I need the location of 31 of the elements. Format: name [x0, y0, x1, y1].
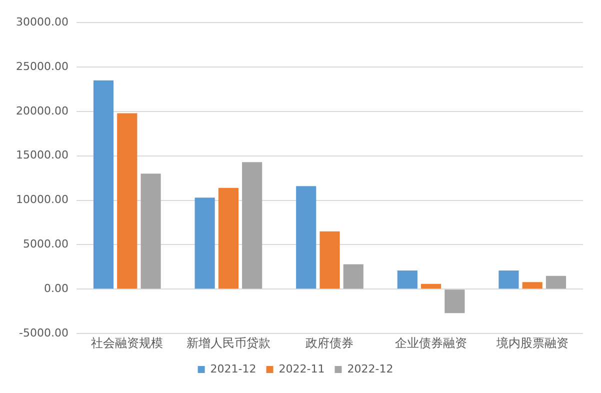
- bar: [194, 198, 215, 289]
- y-tick-label: 5000.00: [22, 238, 68, 251]
- legend-label: 2021-12: [210, 362, 256, 376]
- y-tick-label: -5000.00: [19, 326, 68, 340]
- x-tick-label: 社会融资规模: [91, 336, 164, 350]
- bar: [546, 276, 566, 289]
- x-tick-label: 企业债券融资: [395, 336, 468, 350]
- bar: [93, 80, 114, 289]
- y-tick-label: 25000.00: [16, 60, 68, 73]
- bar: [320, 231, 340, 289]
- x-tick-label: 政府债券: [306, 336, 354, 350]
- x-tick-label: 新增人民币贷款: [186, 336, 270, 350]
- bar: [343, 264, 364, 289]
- legend-label: 2022-12: [347, 362, 394, 376]
- bar: [498, 270, 519, 289]
- y-tick-label: 20000.00: [16, 104, 68, 118]
- y-tick-label: 15000.00: [16, 148, 68, 162]
- bar: [117, 113, 138, 289]
- legend-label: 2022-11: [278, 362, 325, 376]
- bar: [218, 188, 238, 289]
- bar: [397, 270, 418, 289]
- bar: [242, 162, 262, 289]
- y-tick-label: 30000.00: [16, 15, 68, 28]
- y-tick-label: 10000.00: [16, 193, 68, 206]
- bar: [522, 282, 542, 289]
- bar: [421, 284, 442, 289]
- x-tick-label: 境内股票融资: [495, 336, 568, 350]
- y-tick-label: 0.00: [44, 282, 68, 296]
- bar: [296, 186, 316, 289]
- bar: [444, 290, 465, 314]
- bar: [140, 174, 161, 289]
